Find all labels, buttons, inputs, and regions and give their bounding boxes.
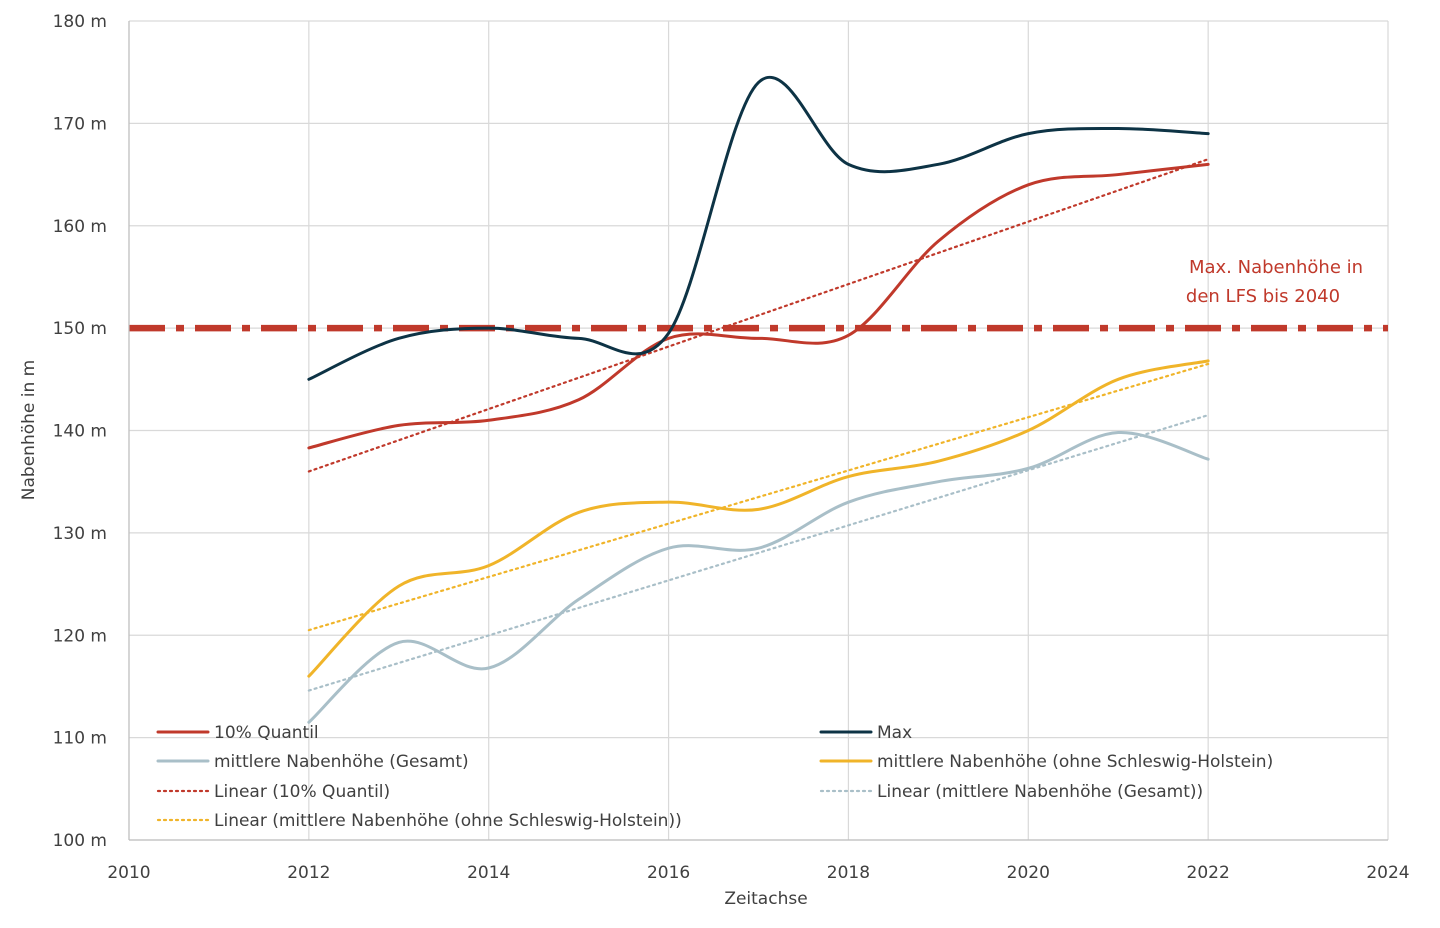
legend-entry-linear-10-quantil: Linear (10% Quantil) (156, 782, 390, 802)
y-tick-label: 100 m (53, 831, 107, 851)
y-tick-label: 130 m (53, 524, 107, 544)
legend-label: Max (877, 723, 912, 743)
legend-label: 10% Quantil (214, 723, 319, 743)
x-tick-labels: 2010 2012 2014 2016 2018 2020 2022 2024 (107, 863, 1409, 883)
y-tick-label: 160 m (53, 217, 107, 237)
x-tick-label: 2014 (467, 863, 510, 883)
series-group (307, 75, 1210, 724)
x-tick-label: 2010 (107, 863, 150, 883)
legend: 10% Quantil Max mittlere Nabenhöhe (Gesamt… (156, 723, 1273, 831)
x-tick-label: 2022 (1187, 863, 1230, 883)
x-tick-label: 2020 (1007, 863, 1050, 883)
y-tick-label: 120 m (53, 626, 107, 646)
y-tick-label: 170 m (53, 114, 107, 134)
series-line-linear-mittlere-nabenh-he-ohne-schleswig-holstein (307, 362, 1210, 632)
legend-label: Linear (mittlere Nabenhöhe (ohne Schlesw… (214, 811, 682, 831)
y-tick-label: 180 m (53, 12, 107, 32)
legend-entry-mittlere-nabenh-he-gesamt: mittlere Nabenhöhe (Gesamt) (156, 752, 469, 772)
x-tick-label: 2018 (827, 863, 870, 883)
legend-entry-max: Max (819, 723, 912, 743)
annotation-line-2: den LFS bis 2040 (1186, 286, 1340, 307)
reference-annotation: Max. Nabenhöhe in den LFS bis 2040 (1186, 257, 1363, 307)
legend-label: Linear (10% Quantil) (214, 782, 390, 802)
axes (128, 21, 1388, 841)
legend-entry-linear-mittlere-nabenh-he-gesamt: Linear (mittlere Nabenhöhe (Gesamt)) (819, 782, 1203, 802)
x-tick-label: 2012 (287, 863, 330, 883)
y-axis-title: Nabenhöhe in m (19, 360, 39, 500)
legend-label: mittlere Nabenhöhe (ohne Schleswig-Holst… (877, 752, 1273, 772)
legend-entry-mittlere-nabenh-he-ohne-schleswig-holstein: mittlere Nabenhöhe (ohne Schleswig-Holst… (819, 752, 1273, 772)
series-line-10-quantil (307, 162, 1210, 450)
x-tick-label: 2024 (1366, 863, 1409, 883)
y-tick-label: 140 m (53, 422, 107, 442)
legend-label: Linear (mittlere Nabenhöhe (Gesamt)) (877, 782, 1203, 802)
series-line-mittlere-nabenh-he-ohne-schleswig-holstein (307, 359, 1210, 678)
x-axis-title: Zeitachse (724, 889, 807, 909)
y-tick-labels: 100 m 110 m 120 m 130 m 140 m 150 m 160 m 170 m… (53, 12, 107, 851)
legend-entry-linear-mittlere-nabenh-he-ohne-schleswig-holstein: Linear (mittlere Nabenhöhe (ohne Schlesw… (156, 811, 682, 831)
series-line-mittlere-nabenh-he-gesamt (307, 431, 1210, 724)
x-tick-label: 2016 (647, 863, 690, 883)
grid (128, 20, 1389, 841)
y-tick-label: 150 m (53, 319, 107, 339)
series-line-linear-10-quantil (307, 158, 1210, 473)
annotation-line-1: Max. Nabenhöhe in (1189, 257, 1363, 278)
y-tick-label: 110 m (53, 729, 107, 749)
legend-label: mittlere Nabenhöhe (Gesamt) (214, 752, 469, 772)
series-line-linear-mittlere-nabenh-he-gesamt (307, 414, 1210, 692)
series-line-max (307, 75, 1210, 381)
legend-entry-10-quantil: 10% Quantil (156, 723, 319, 743)
